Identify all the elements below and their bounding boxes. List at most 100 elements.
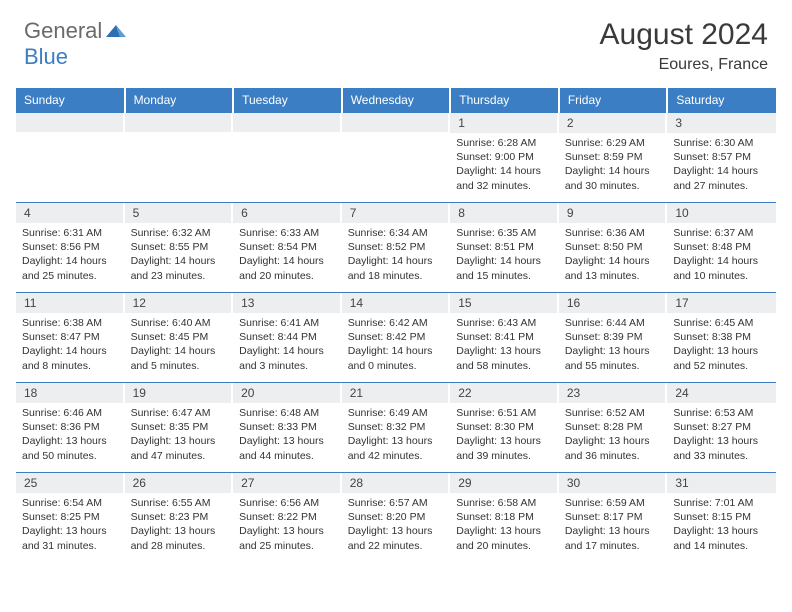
week-row: 11Sunrise: 6:38 AM Sunset: 8:47 PM Dayli… [16,293,776,383]
day-cell: 4Sunrise: 6:31 AM Sunset: 8:56 PM Daylig… [16,203,125,293]
day-cell: 1Sunrise: 6:28 AM Sunset: 9:00 PM Daylig… [450,113,559,203]
day-number: 19 [125,383,234,403]
dayhead-sunday: Sunday [16,88,125,113]
day-cell: 11Sunrise: 6:38 AM Sunset: 8:47 PM Dayli… [16,293,125,383]
day-text: Sunrise: 6:49 AM Sunset: 8:32 PM Dayligh… [342,403,451,467]
day-cell: 27Sunrise: 6:56 AM Sunset: 8:22 PM Dayli… [233,473,342,563]
week-row: 1Sunrise: 6:28 AM Sunset: 9:00 PM Daylig… [16,113,776,203]
day-cell [125,113,234,203]
day-number: 4 [16,203,125,223]
day-text [16,132,125,139]
day-number: 20 [233,383,342,403]
day-text: Sunrise: 6:29 AM Sunset: 8:59 PM Dayligh… [559,133,668,197]
day-cell: 23Sunrise: 6:52 AM Sunset: 8:28 PM Dayli… [559,383,668,473]
day-cell: 6Sunrise: 6:33 AM Sunset: 8:54 PM Daylig… [233,203,342,293]
dayhead-friday: Friday [559,88,668,113]
calendar-body: 1Sunrise: 6:28 AM Sunset: 9:00 PM Daylig… [16,113,776,563]
day-text: Sunrise: 6:37 AM Sunset: 8:48 PM Dayligh… [667,223,776,287]
day-text: Sunrise: 6:42 AM Sunset: 8:42 PM Dayligh… [342,313,451,377]
day-cell: 12Sunrise: 6:40 AM Sunset: 8:45 PM Dayli… [125,293,234,383]
day-text: Sunrise: 6:51 AM Sunset: 8:30 PM Dayligh… [450,403,559,467]
day-text: Sunrise: 6:58 AM Sunset: 8:18 PM Dayligh… [450,493,559,557]
dayhead-wednesday: Wednesday [342,88,451,113]
day-text [342,132,451,139]
day-text: Sunrise: 6:40 AM Sunset: 8:45 PM Dayligh… [125,313,234,377]
day-cell: 14Sunrise: 6:42 AM Sunset: 8:42 PM Dayli… [342,293,451,383]
day-text: Sunrise: 6:36 AM Sunset: 8:50 PM Dayligh… [559,223,668,287]
day-cell: 22Sunrise: 6:51 AM Sunset: 8:30 PM Dayli… [450,383,559,473]
day-number: 31 [667,473,776,493]
dayhead-tuesday: Tuesday [233,88,342,113]
day-text: Sunrise: 6:59 AM Sunset: 8:17 PM Dayligh… [559,493,668,557]
brand-word-2: Blue [24,44,68,70]
day-text: Sunrise: 6:57 AM Sunset: 8:20 PM Dayligh… [342,493,451,557]
header: General August 2024 Eoures, France [0,0,792,82]
day-number: 30 [559,473,668,493]
day-text [233,132,342,139]
day-number: 2 [559,113,668,133]
day-number: 24 [667,383,776,403]
day-number [342,113,451,132]
title-month: August 2024 [600,18,768,52]
day-cell: 29Sunrise: 6:58 AM Sunset: 8:18 PM Dayli… [450,473,559,563]
dayhead-monday: Monday [125,88,234,113]
brand-triangle-icon [106,23,126,39]
day-cell: 8Sunrise: 6:35 AM Sunset: 8:51 PM Daylig… [450,203,559,293]
day-text: Sunrise: 6:44 AM Sunset: 8:39 PM Dayligh… [559,313,668,377]
dayhead-saturday: Saturday [667,88,776,113]
day-number: 22 [450,383,559,403]
day-number [16,113,125,132]
day-number: 1 [450,113,559,133]
day-cell: 10Sunrise: 6:37 AM Sunset: 8:48 PM Dayli… [667,203,776,293]
day-cell: 17Sunrise: 6:45 AM Sunset: 8:38 PM Dayli… [667,293,776,383]
day-cell: 31Sunrise: 7:01 AM Sunset: 8:15 PM Dayli… [667,473,776,563]
day-number: 13 [233,293,342,313]
day-text: Sunrise: 6:32 AM Sunset: 8:55 PM Dayligh… [125,223,234,287]
day-cell: 16Sunrise: 6:44 AM Sunset: 8:39 PM Dayli… [559,293,668,383]
title-location: Eoures, France [600,56,768,74]
day-text: Sunrise: 7:01 AM Sunset: 8:15 PM Dayligh… [667,493,776,557]
day-number: 25 [16,473,125,493]
day-cell [342,113,451,203]
day-cell [233,113,342,203]
day-number: 29 [450,473,559,493]
day-text: Sunrise: 6:41 AM Sunset: 8:44 PM Dayligh… [233,313,342,377]
day-number: 18 [16,383,125,403]
day-cell: 20Sunrise: 6:48 AM Sunset: 8:33 PM Dayli… [233,383,342,473]
day-text: Sunrise: 6:28 AM Sunset: 9:00 PM Dayligh… [450,133,559,197]
day-number: 23 [559,383,668,403]
day-cell: 7Sunrise: 6:34 AM Sunset: 8:52 PM Daylig… [342,203,451,293]
day-number [233,113,342,132]
day-cell: 26Sunrise: 6:55 AM Sunset: 8:23 PM Dayli… [125,473,234,563]
day-number: 8 [450,203,559,223]
title-block: August 2024 Eoures, France [600,18,768,74]
day-number [125,113,234,132]
day-text: Sunrise: 6:38 AM Sunset: 8:47 PM Dayligh… [16,313,125,377]
day-text: Sunrise: 6:53 AM Sunset: 8:27 PM Dayligh… [667,403,776,467]
day-cell: 9Sunrise: 6:36 AM Sunset: 8:50 PM Daylig… [559,203,668,293]
day-text [125,132,234,139]
day-text: Sunrise: 6:47 AM Sunset: 8:35 PM Dayligh… [125,403,234,467]
day-cell: 2Sunrise: 6:29 AM Sunset: 8:59 PM Daylig… [559,113,668,203]
day-cell: 24Sunrise: 6:53 AM Sunset: 8:27 PM Dayli… [667,383,776,473]
day-text: Sunrise: 6:34 AM Sunset: 8:52 PM Dayligh… [342,223,451,287]
day-text: Sunrise: 6:46 AM Sunset: 8:36 PM Dayligh… [16,403,125,467]
day-number: 17 [667,293,776,313]
day-cell: 25Sunrise: 6:54 AM Sunset: 8:25 PM Dayli… [16,473,125,563]
day-text: Sunrise: 6:31 AM Sunset: 8:56 PM Dayligh… [16,223,125,287]
calendar-table: Sunday Monday Tuesday Wednesday Thursday… [16,88,776,563]
day-text: Sunrise: 6:33 AM Sunset: 8:54 PM Dayligh… [233,223,342,287]
day-cell: 19Sunrise: 6:47 AM Sunset: 8:35 PM Dayli… [125,383,234,473]
week-row: 25Sunrise: 6:54 AM Sunset: 8:25 PM Dayli… [16,473,776,563]
dayhead-thursday: Thursday [450,88,559,113]
day-cell: 13Sunrise: 6:41 AM Sunset: 8:44 PM Dayli… [233,293,342,383]
day-number: 6 [233,203,342,223]
day-cell: 28Sunrise: 6:57 AM Sunset: 8:20 PM Dayli… [342,473,451,563]
day-header-row: Sunday Monday Tuesday Wednesday Thursday… [16,88,776,113]
day-number: 9 [559,203,668,223]
day-number: 12 [125,293,234,313]
day-text: Sunrise: 6:52 AM Sunset: 8:28 PM Dayligh… [559,403,668,467]
day-number: 15 [450,293,559,313]
day-text: Sunrise: 6:30 AM Sunset: 8:57 PM Dayligh… [667,133,776,197]
day-text: Sunrise: 6:54 AM Sunset: 8:25 PM Dayligh… [16,493,125,557]
